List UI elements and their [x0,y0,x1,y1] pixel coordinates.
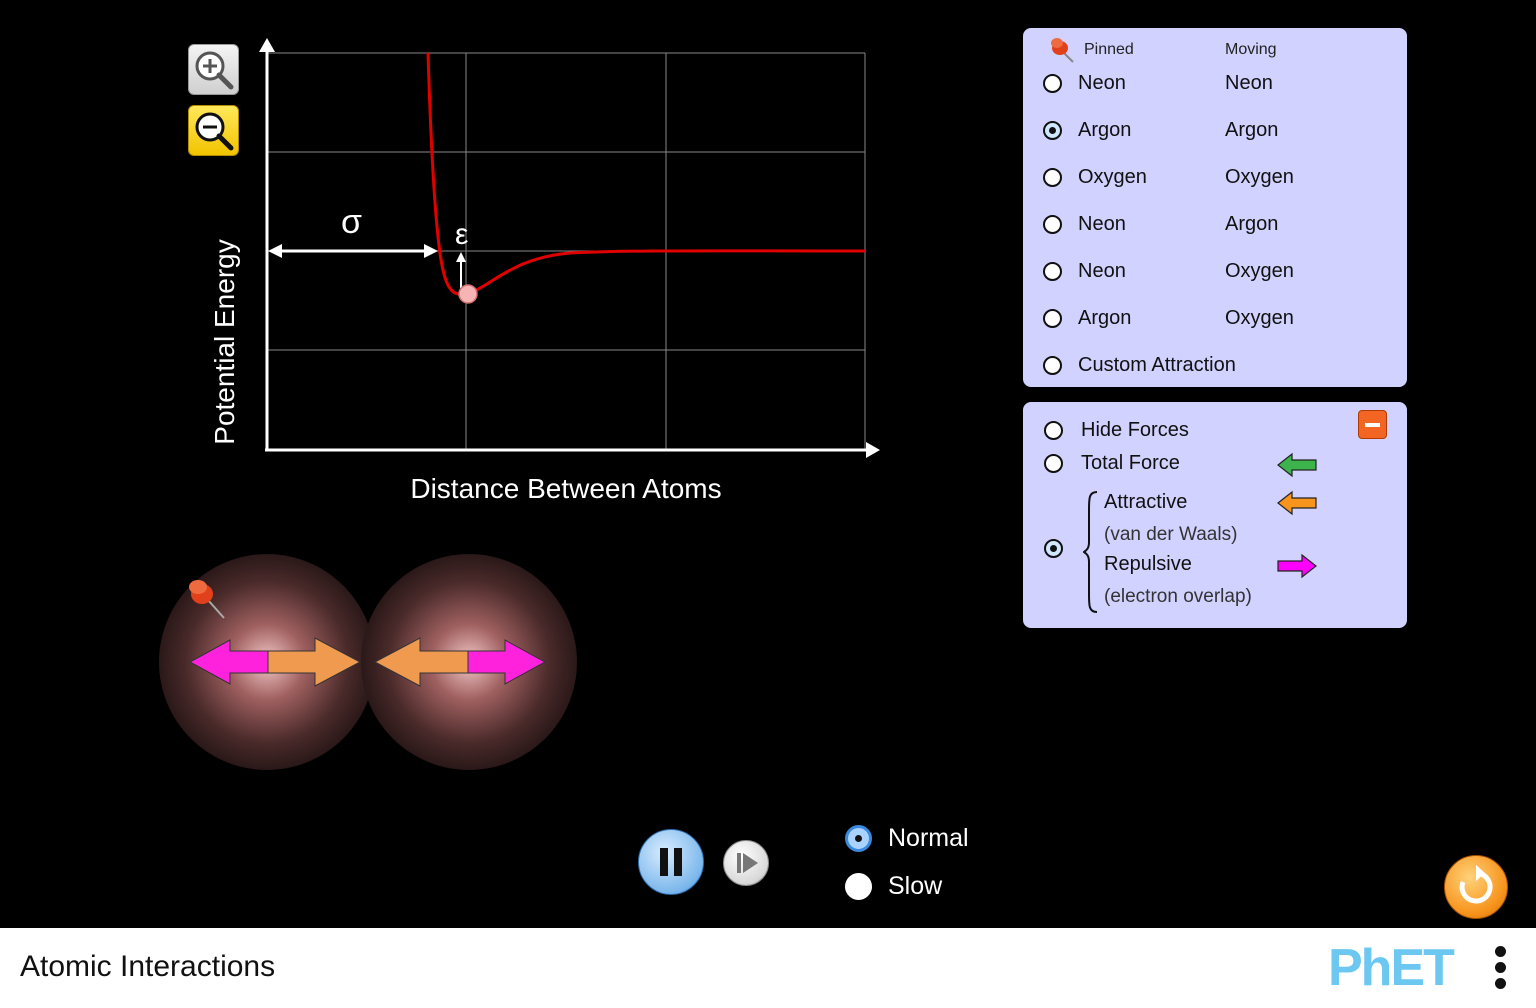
radio-button[interactable] [1043,356,1062,375]
y-axis [259,38,275,450]
moving-atom-label: Oxygen [1225,166,1294,188]
attractive-label: Attractive [1104,491,1188,513]
phet-logo[interactable]: PhET [1328,939,1455,997]
pinned-atom-label: Argon [1078,119,1132,141]
total-force-option[interactable]: Total Force [1023,449,1407,479]
speed-normal-label: Normal [888,824,969,852]
radio-button[interactable] [1044,421,1063,440]
zoom-out-button[interactable] [188,105,239,156]
radio-button[interactable] [1043,74,1062,93]
hide-forces-label: Hide Forces [1081,419,1189,441]
total-force-label: Total Force [1081,452,1180,474]
radio-button[interactable] [1043,309,1062,328]
epsilon-label: ε [455,218,469,251]
pause-button[interactable] [638,829,704,895]
radio-button[interactable] [1043,168,1062,187]
step-forward-button[interactable] [723,840,769,886]
moving-header: Moving [1225,41,1277,58]
component-forces-radio[interactable] [1044,539,1063,558]
pinned-header: Pinned [1084,41,1134,58]
repulsive-force-arrow-right [467,639,547,685]
speed-normal-radio[interactable] [845,825,872,852]
repulsive-sublabel: (electron overlap) [1104,586,1252,607]
epsilon-arrow [456,252,466,288]
potential-energy-curve [426,52,866,296]
zoom-in-icon [195,51,234,90]
minimize-button[interactable] [1358,410,1387,439]
zoom-in-button[interactable] [188,44,239,95]
atom-option-argon-argon[interactable]: Argon Argon [1023,116,1407,146]
speed-slow-radio[interactable] [845,873,872,900]
pause-icon [660,848,682,876]
radio-button[interactable] [1043,121,1062,140]
moving-atom-label: Oxygen [1225,260,1294,282]
sigma-label: σ [341,203,362,241]
atom-position-marker[interactable] [458,284,478,304]
sigma-arrow [268,244,438,258]
speed-slow-label: Slow [888,872,943,900]
atoms-play-area [159,554,577,770]
zoom-out-icon [195,112,234,151]
pinned-atom-label: Neon [1078,72,1126,94]
atom-option-custom-attraction[interactable]: Custom Attraction [1023,351,1407,381]
attractive-force-arrow-left [267,637,362,687]
pinned-atom-label: Neon [1078,260,1126,282]
hide-forces-option[interactable]: Hide Forces [1023,416,1407,446]
force-display-panel: Hide Forces Total Force Attractive (van … [1023,402,1407,628]
pinned-atom-label: Neon [1078,213,1126,235]
navigation-bar: Atomic Interactions PhET [0,928,1536,1008]
pinned-atom-label: Oxygen [1078,166,1147,188]
reset-icon [1459,865,1493,904]
attractive-sublabel: (van der Waals) [1104,524,1238,545]
radio-button[interactable] [1043,215,1062,234]
total-force-arrow-icon [1277,452,1317,478]
moving-atom-label: Argon [1225,213,1279,235]
radio-button[interactable] [1044,454,1063,473]
options-menu-icon[interactable] [1495,946,1509,994]
atom-option-neon-oxygen[interactable]: Neon Oxygen [1023,257,1407,287]
step-forward-icon [737,853,758,873]
atom-option-argon-oxygen[interactable]: Argon Oxygen [1023,304,1407,334]
y-axis-label: Potential Energy [209,239,240,445]
moving-atom-label: Argon [1225,119,1279,141]
custom-attraction-label: Custom Attraction [1078,354,1236,376]
pinned-atom-label: Argon [1078,307,1132,329]
pin-icon [189,580,225,619]
atom-option-neon-argon[interactable]: Neon Argon [1023,210,1407,240]
x-axis [265,442,880,458]
moving-atom-label: Neon [1225,72,1273,94]
sim-title: Atomic Interactions [20,950,276,983]
reset-all-button[interactable] [1444,855,1508,919]
moving-atom-label: Oxygen [1225,307,1294,329]
pinned-icon [1051,38,1074,63]
repulsive-label: Repulsive [1104,553,1192,575]
atom-option-neon-neon[interactable]: Neon Neon [1023,69,1407,99]
radio-button[interactable] [1043,262,1062,281]
repulsive-arrow-icon [1277,553,1317,579]
attractive-arrow-icon [1277,490,1317,516]
atom-selection-panel: Pinned Moving Neon Neon Argon Argon Oxyg… [1023,28,1407,387]
potential-energy-graph [259,38,880,458]
brace-icon [1083,491,1098,613]
x-axis-label: Distance Between Atoms [410,473,722,504]
atom-option-oxygen-oxygen[interactable]: Oxygen Oxygen [1023,163,1407,193]
